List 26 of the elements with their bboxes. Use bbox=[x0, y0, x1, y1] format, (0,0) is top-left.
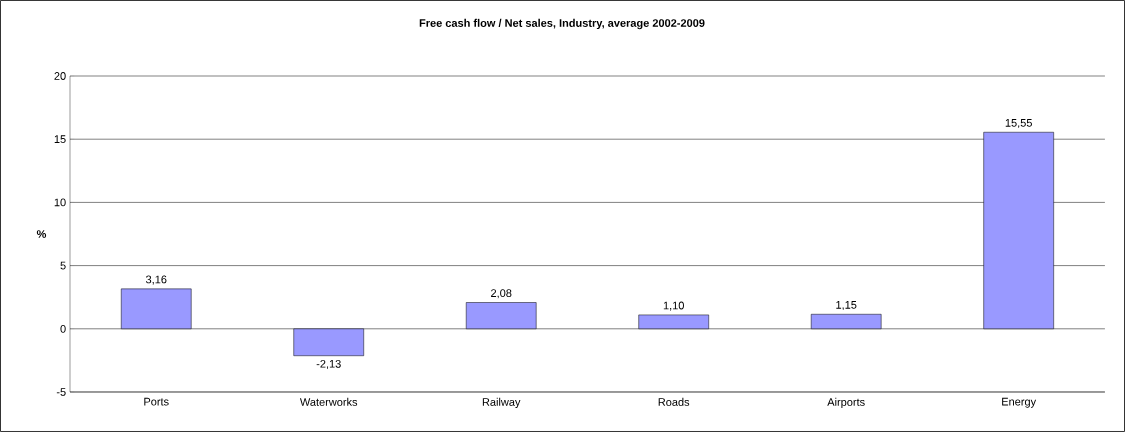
bar bbox=[983, 132, 1054, 330]
x-tick-label: Waterworks bbox=[299, 397, 358, 406]
data-label: 3,16 bbox=[145, 275, 167, 285]
data-label: 1,10 bbox=[663, 301, 684, 311]
y-tick-label: 20 bbox=[54, 72, 66, 80]
x-tick-label: Ports bbox=[144, 397, 169, 406]
y-tick-label: 15 bbox=[54, 135, 66, 144]
data-label: -2,13 bbox=[316, 359, 341, 370]
bar bbox=[293, 328, 364, 356]
data-label: 15,55 bbox=[1005, 119, 1032, 129]
y-tick-label: 0 bbox=[60, 324, 66, 333]
bar bbox=[638, 314, 709, 330]
x-tick-label: Railway bbox=[482, 397, 521, 409]
y-tick-label: 5 bbox=[60, 261, 66, 270]
data-label: 2,08 bbox=[491, 289, 512, 299]
x-tick-label: Airports bbox=[827, 397, 865, 409]
chart-title: Free cash flow / Net sales, Industry, average 2002-2009 bbox=[419, 18, 705, 30]
bar bbox=[120, 288, 192, 330]
x-tick-label: Energy bbox=[1002, 397, 1037, 408]
bar bbox=[465, 302, 537, 330]
y-tick-label: -5 bbox=[56, 388, 66, 396]
x-tick-label: Roads bbox=[658, 397, 690, 406]
y-axis-title: % bbox=[36, 230, 47, 238]
data-label: 1,15 bbox=[836, 301, 857, 311]
y-tick-label: 10 bbox=[54, 198, 66, 207]
bar bbox=[810, 314, 882, 330]
